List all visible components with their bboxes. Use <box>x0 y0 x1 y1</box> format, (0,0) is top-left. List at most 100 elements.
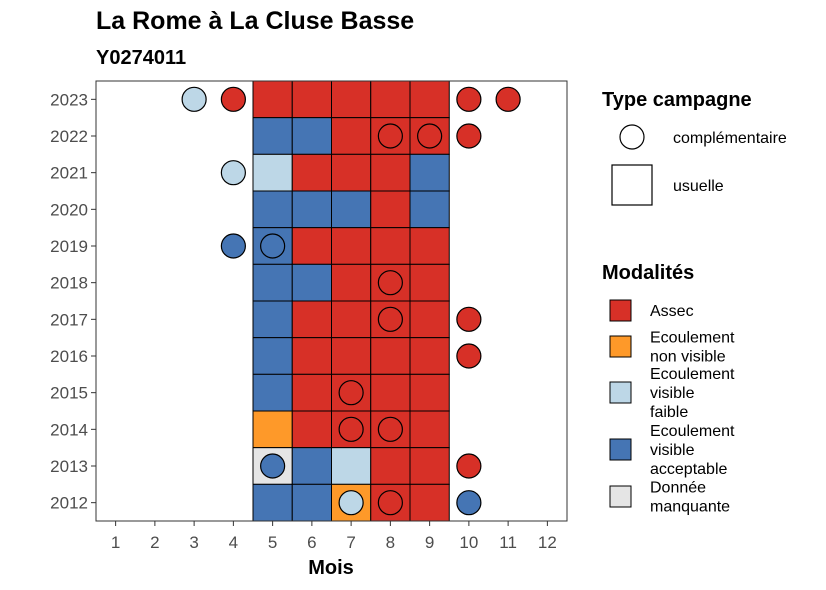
point-2022-9 <box>417 123 443 149</box>
legend-label-ecoulement-non-visible: Ecoulement <box>650 330 735 347</box>
tile-2016-9 <box>409 337 450 375</box>
tile-2017-5 <box>252 300 293 339</box>
tile-2022-6 <box>291 117 332 155</box>
tile-2020-6 <box>291 190 332 229</box>
tile-2015-6 <box>291 373 332 412</box>
point-2023-10 <box>456 86 482 112</box>
tile-2021-7 <box>331 153 372 192</box>
point-2021-4 <box>220 160 246 186</box>
y-axis: 2012 2013 2014 2015 2016 2017 2018 2019 2020 2021… <box>50 90 96 513</box>
legend-label-ecoulement-visible-faible: Ecoulement <box>650 366 735 383</box>
tile-2023-9 <box>409 80 450 119</box>
legend-swatch-donnee-manquante <box>609 485 632 508</box>
point-2023-11 <box>495 86 521 112</box>
tile-2018-7 <box>331 263 372 302</box>
point-2012-7 <box>338 490 364 516</box>
y-tick-label: 2021 <box>50 164 88 183</box>
y-tick-label: 2017 <box>50 310 88 329</box>
x-axis: 1 2 3 4 5 6 7 8 9 10 11 12 <box>111 521 557 552</box>
legend-key-square <box>611 164 653 206</box>
legend-label-ecoulement-visible-acceptable: Ecoulement <box>650 423 735 440</box>
tile-2013-6 <box>291 447 332 485</box>
legend-label-donnee-manquante: manquante <box>650 499 730 516</box>
point-2022-10 <box>456 123 482 149</box>
y-tick-label: 2015 <box>50 384 88 403</box>
tile-2019-6 <box>291 227 332 265</box>
y-tick-label: 2013 <box>50 457 88 476</box>
point-2012-10 <box>456 490 482 516</box>
tile-2022-5 <box>252 117 293 155</box>
x-tick-label: 9 <box>425 533 434 552</box>
tile-2017-9 <box>409 300 450 339</box>
tile-2016-6 <box>291 337 332 375</box>
tile-2014-6 <box>291 410 332 449</box>
tile-2013-7 <box>331 447 372 485</box>
point-2016-10 <box>456 343 482 369</box>
tile-2016-7 <box>331 337 372 375</box>
complementary-points <box>181 86 521 516</box>
x-tick-label: 12 <box>538 533 557 552</box>
legend-label-ecoulement-visible-faible: faible <box>650 404 688 421</box>
tile-2020-7 <box>331 190 372 229</box>
point-2014-8 <box>377 416 403 442</box>
tile-2021-8 <box>370 153 411 192</box>
tile-2016-5 <box>252 337 293 375</box>
point-2015-7 <box>338 380 364 406</box>
x-tick-label: 11 <box>499 533 517 552</box>
tile-2017-6 <box>291 300 332 339</box>
x-tick-label: 7 <box>346 533 355 552</box>
point-2018-8 <box>377 270 403 296</box>
x-tick-label: 8 <box>386 533 395 552</box>
tile-2021-6 <box>291 153 332 192</box>
x-tick-label: 3 <box>189 533 198 552</box>
tile-2015-8 <box>370 373 411 412</box>
legend: Type campagne complémentaire usuelle Moda… <box>602 89 787 516</box>
tile-2019-9 <box>409 227 450 265</box>
legend-label-assec: Assec <box>650 303 694 320</box>
point-2017-10 <box>456 306 482 332</box>
legend-key-circle <box>619 124 645 150</box>
plot-border <box>95 80 568 522</box>
y-tick-label: 2014 <box>50 420 88 439</box>
tile-2014-9 <box>409 410 450 449</box>
y-tick-label: 2020 <box>50 200 88 219</box>
tile-2021-5 <box>252 153 293 192</box>
tile-2023-5 <box>252 80 293 119</box>
legend-label-ecoulement-non-visible: non visible <box>650 349 726 366</box>
tile-2015-5 <box>252 373 293 412</box>
point-2012-8 <box>377 490 403 516</box>
tile-2018-6 <box>291 263 332 302</box>
tile-2021-9 <box>409 153 450 192</box>
tile-2023-6 <box>291 80 332 119</box>
chart-title: La Rome à La Cluse Basse <box>96 7 414 35</box>
chart-subtitle: Y0274011 <box>96 47 186 69</box>
tile-2015-9 <box>409 373 450 412</box>
point-2014-7 <box>338 416 364 442</box>
tile-2014-5 <box>252 410 293 449</box>
usual-tiles <box>252 80 450 522</box>
point-2013-5 <box>260 453 286 479</box>
x-tick-label: 5 <box>268 533 277 552</box>
x-axis-title: Mois <box>308 557 354 579</box>
y-tick-label: 2023 <box>50 90 88 109</box>
legend-swatch-ecoulement-visible-acceptable <box>609 438 632 461</box>
x-tick-label: 6 <box>307 533 316 552</box>
y-tick-label: 2022 <box>50 127 88 146</box>
tile-2022-7 <box>331 117 372 155</box>
tile-2023-7 <box>331 80 372 119</box>
tile-2020-8 <box>370 190 411 229</box>
point-2019-5 <box>260 233 286 259</box>
tile-2019-8 <box>370 227 411 265</box>
legend-swatch-ecoulement-non-visible <box>609 335 632 358</box>
legend-type-label-usuelle: usuelle <box>673 178 724 195</box>
legend-modalites-title: Modalités <box>602 262 694 284</box>
point-2017-8 <box>377 306 403 332</box>
point-2023-3 <box>181 86 207 112</box>
tile-2013-8 <box>370 447 411 485</box>
legend-label-ecoulement-visible-faible: visible <box>650 385 695 402</box>
tile-2023-8 <box>370 80 411 119</box>
tile-2020-5 <box>252 190 293 229</box>
y-tick-label: 2016 <box>50 347 88 366</box>
legend-label-ecoulement-visible-acceptable: acceptable <box>650 461 727 478</box>
